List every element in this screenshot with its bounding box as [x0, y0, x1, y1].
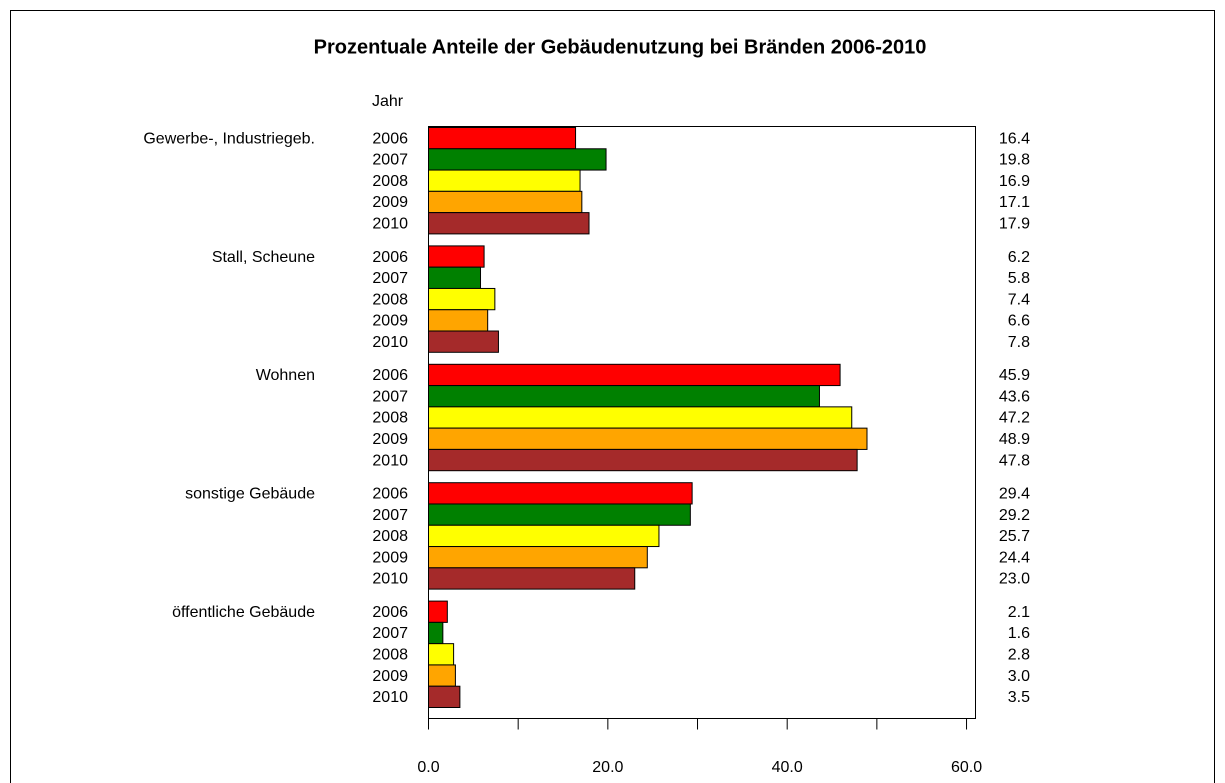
bar: [428, 685, 461, 708]
value-label: 5.8: [1008, 270, 1030, 287]
series-label: 2006: [372, 130, 408, 147]
value-label: 7.4: [1008, 291, 1030, 308]
x-tick-label: 60.0: [951, 759, 982, 776]
value-label: 2.8: [1008, 647, 1030, 664]
value-label: 2.1: [1008, 604, 1030, 621]
bar: [428, 406, 853, 429]
bar: [428, 385, 820, 408]
bar: [428, 127, 577, 150]
value-label: 48.9: [999, 431, 1030, 448]
series-label: 2010: [372, 215, 408, 232]
bar: [428, 245, 485, 268]
bar: [428, 567, 636, 590]
series-label: 2007: [372, 270, 408, 287]
value-label: 17.9: [999, 215, 1030, 232]
series-label: 2009: [372, 549, 408, 566]
bar: [428, 169, 581, 192]
value-label: 3.5: [1008, 689, 1030, 706]
bar: [428, 643, 455, 666]
value-label: 43.6: [999, 388, 1030, 405]
series-label: 2010: [372, 334, 408, 351]
bar: [428, 524, 660, 548]
series-label: 2009: [372, 313, 408, 330]
series-label: 2007: [372, 625, 408, 642]
value-label: 25.7: [999, 528, 1030, 545]
series-label: 2008: [372, 528, 408, 545]
value-label: 24.4: [999, 549, 1030, 566]
chart-title: Prozentuale Anteile der Gebäudenutzung b…: [314, 36, 927, 58]
bar: [428, 427, 868, 450]
bar: [428, 600, 448, 623]
value-label: 29.2: [999, 507, 1030, 524]
bar: [428, 266, 482, 289]
legend-title: Jahr: [372, 93, 404, 110]
value-label: 16.9: [999, 173, 1030, 190]
bar: [428, 546, 648, 569]
x-tick-label: 40.0: [772, 759, 803, 776]
bar: [428, 330, 499, 353]
bar: [428, 621, 444, 645]
series-label: 2007: [372, 507, 408, 524]
category-label: Stall, Scheune: [212, 249, 315, 266]
value-label: 17.1: [999, 194, 1030, 211]
bar: [428, 503, 691, 526]
series-label: 2008: [372, 173, 408, 190]
series-label: 2006: [372, 604, 408, 621]
value-label: 6.2: [1008, 249, 1030, 266]
series-label: 2007: [372, 152, 408, 169]
bar: [428, 309, 489, 332]
series-label: 2008: [372, 410, 408, 427]
category-label: Gewerbe-, Industriegeb.: [143, 130, 315, 147]
series-label: 2009: [372, 431, 408, 448]
bar: [428, 190, 583, 214]
value-label: 23.0: [999, 571, 1030, 588]
bar: [428, 448, 858, 472]
category-label: sonstige Gebäude: [185, 486, 315, 503]
value-label: 1.6: [1008, 625, 1030, 642]
category-label: öffentliche Gebäude: [172, 604, 315, 621]
series-label: 2008: [372, 647, 408, 664]
bar: [428, 664, 456, 687]
x-tick-label: 20.0: [592, 759, 623, 776]
frame: [10, 10, 1215, 783]
series-label: 2010: [372, 452, 408, 469]
bar: [428, 363, 841, 387]
category-label: Wohnen: [256, 367, 315, 384]
series-label: 2007: [372, 388, 408, 405]
value-label: 47.8: [999, 452, 1030, 469]
value-label: 45.9: [999, 367, 1030, 384]
bar: [428, 287, 496, 311]
series-label: 2008: [372, 291, 408, 308]
series-label: 2009: [372, 668, 408, 685]
series-label: 2006: [372, 367, 408, 384]
series-label: 2009: [372, 194, 408, 211]
bar: [428, 212, 590, 235]
bar: [428, 148, 607, 171]
value-label: 7.8: [1008, 334, 1030, 351]
series-label: 2006: [372, 486, 408, 503]
value-label: 6.6: [1008, 313, 1030, 330]
series-label: 2010: [372, 689, 408, 706]
bar: [428, 482, 693, 505]
value-label: 29.4: [999, 486, 1030, 503]
value-label: 16.4: [999, 130, 1030, 147]
series-label: 2010: [372, 571, 408, 588]
value-label: 47.2: [999, 410, 1030, 427]
value-label: 3.0: [1008, 668, 1030, 685]
value-label: 19.8: [999, 152, 1030, 169]
series-label: 2006: [372, 249, 408, 266]
x-tick-label: 0.0: [417, 759, 439, 776]
